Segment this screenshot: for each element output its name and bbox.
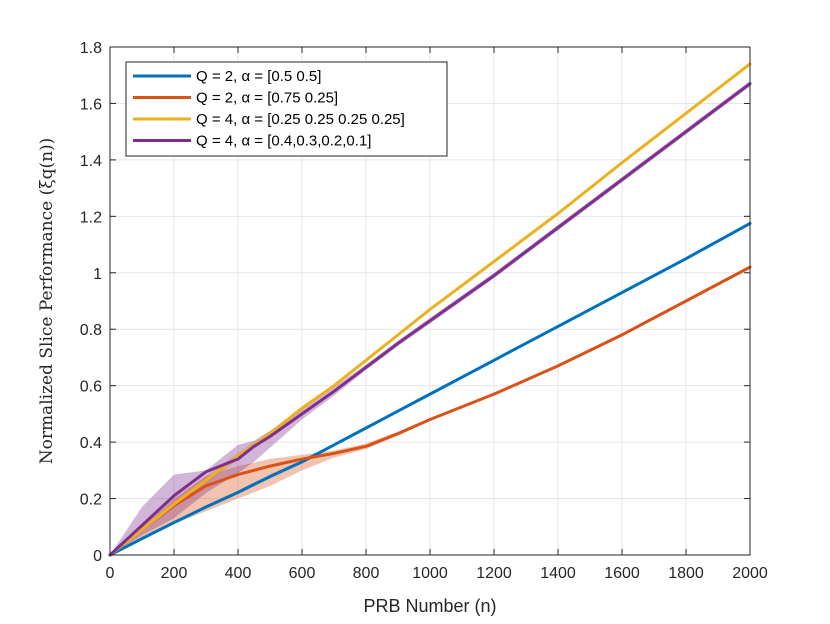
y-tick-label: 1	[93, 266, 102, 283]
legend-label: Q = 4, α = [0.25 0.25 0.25 0.25]	[196, 111, 405, 128]
band-series-2	[110, 266, 750, 555]
legend: Q = 2, α = [0.5 0.5] Q = 2, α = [0.75 0.2…	[125, 61, 448, 157]
legend-label: Q = 2, α = [0.5 0.5]	[196, 68, 321, 85]
x-tick-label: 1000	[412, 565, 448, 582]
y-tick-label: 1.8	[80, 40, 102, 57]
y-tick-label: 0.2	[80, 492, 102, 509]
x-tick-label: 0	[106, 565, 115, 582]
x-tick-label: 200	[161, 565, 188, 582]
x-tick-label: 600	[289, 565, 316, 582]
x-tick-label: 800	[353, 565, 380, 582]
x-tick-label: 2000	[732, 565, 768, 582]
line-series-1	[108, 221, 752, 557]
y-tick-label: 0.4	[80, 435, 102, 452]
line-series-3	[108, 62, 752, 557]
y-axis-label: Normalized Slice Performance (ξq(n))	[37, 138, 57, 465]
x-tick-label: 1800	[668, 565, 704, 582]
legend-label: Q = 2, α = [0.75 0.25]	[196, 90, 338, 107]
series-lines	[108, 62, 752, 557]
y-tick-label: 0.6	[80, 379, 102, 396]
x-tick-label: 400	[225, 565, 252, 582]
y-tick-label: 0.8	[80, 322, 102, 339]
y-axis-ticks: 0 0.2 0.4 0.6 0.8 1 1.2 1.4 1.6 1.8	[80, 40, 750, 565]
x-axis-ticks: 0 200 400 600 800 1000 1200 1400 1600 1800 2000	[106, 47, 768, 582]
y-tick-label: 0	[93, 548, 102, 565]
y-tick-label: 1.2	[80, 209, 102, 226]
y-tick-label: 1.6	[80, 96, 102, 113]
x-tick-label: 1200	[476, 565, 512, 582]
x-tick-label: 1400	[540, 565, 576, 582]
legend-label: Q = 4, α = [0.4,0.3,0.2,0.1]	[196, 133, 371, 150]
x-tick-label: 1600	[604, 565, 640, 582]
line-series-2	[108, 265, 752, 557]
line-series-4	[108, 82, 752, 557]
y-tick-label: 1.4	[80, 153, 102, 170]
x-axis-label: PRB Number (n)	[363, 596, 496, 616]
